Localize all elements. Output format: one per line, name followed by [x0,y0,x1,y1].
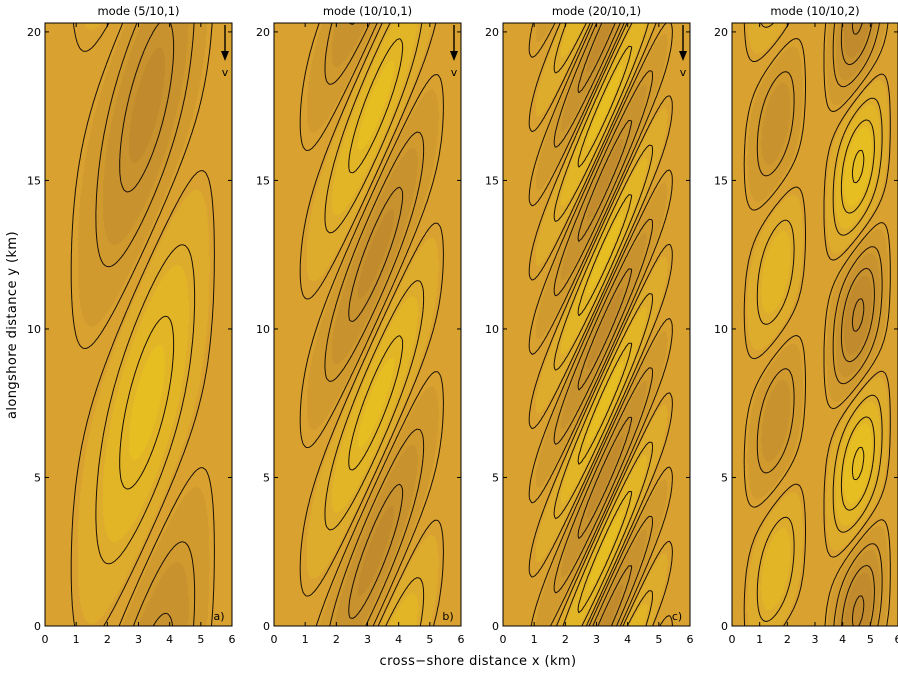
y-tick-label: 5 [492,471,499,484]
panel-title: mode (5/10,1) [97,4,179,18]
contour-positive [119,315,175,490]
y-axis-label: alongshore distance y (km) [5,231,20,419]
x-tick-label: 4 [839,633,846,646]
y-tick-label: 20 [256,26,270,39]
panel-label: b) [442,610,453,623]
panel-label: a) [213,610,224,623]
x-tick-label: 2 [104,633,111,646]
x-tick-label: 2 [333,633,340,646]
x-tick-label: 1 [73,633,80,646]
contour-positive [851,149,865,481]
contour-negative [348,23,404,619]
contour-negative [70,23,215,626]
current-arrowhead [679,51,687,61]
x-tick-label: 4 [624,633,631,646]
contour-positive [528,23,673,626]
y-tick-label: 20 [485,26,499,39]
x-tick-label: 6 [895,633,898,646]
field-fill [732,23,898,626]
y-tick-label: 15 [485,174,499,187]
contour-negative [577,23,633,626]
contour-negative [756,23,883,626]
contour-negative [299,23,444,626]
x-tick-label: 2 [784,633,791,646]
panel-b: 0 1 2 3 4 5 6 0 5 10 15 20 mode (10/10,1) v b) [256,4,465,646]
y-tick-label: 20 [714,26,728,39]
x-tick-label: 0 [271,633,278,646]
y-tick-label: 0 [263,620,270,633]
y-tick-label: 20 [27,26,41,39]
contour-negative [840,23,875,626]
y-tick-label: 15 [27,174,41,187]
contour-positive [70,23,215,626]
x-tick-label: 5 [426,633,433,646]
panel-title: mode (10/10,2) [770,4,859,18]
contour-negative [119,23,175,626]
contour-positive [840,119,875,511]
contour-negative [851,23,865,626]
x-tick-label: 5 [197,633,204,646]
panel-title: mode (10/10,1) [323,4,412,18]
panel-c: 0 1 2 3 4 5 6 0 5 10 15 20 mode (20/10,1) v c) [485,4,694,646]
contour-positive [299,23,444,626]
current-label: v [451,66,458,79]
x-tick-label: 0 [42,633,49,646]
panel-title: mode (20/10,1) [552,4,641,18]
y-tick-label: 0 [34,620,41,633]
x-tick-label: 5 [655,633,662,646]
field-fill [45,23,232,626]
x-tick-label: 0 [500,633,507,646]
field-fill [503,23,690,626]
x-axis-label: cross−shore distance x (km) [380,654,577,669]
contour-positive [756,23,883,622]
panel-a: 0 1 2 3 4 5 6 0 5 10 15 20 mode (5/10,1) v a) [27,4,236,646]
x-tick-label: 3 [593,633,600,646]
y-tick-label: 5 [34,471,41,484]
y-tick-label: 5 [263,471,270,484]
y-tick-label: 0 [721,620,728,633]
panel-label: c) [672,610,682,623]
x-tick-label: 5 [867,633,874,646]
contour-positive [553,23,653,626]
x-tick-label: 2 [562,633,569,646]
current-arrowhead [221,51,229,61]
contour-negative [743,23,891,626]
x-tick-label: 6 [458,633,465,646]
contour-negative [324,23,425,626]
y-tick-label: 10 [27,323,41,336]
y-tick-label: 10 [485,323,499,336]
contour-negative [95,23,196,626]
current-arrowhead [450,51,458,61]
contour-positive [577,45,633,614]
contour-positive [95,244,196,565]
x-tick-label: 1 [531,633,538,646]
x-tick-label: 6 [687,633,694,646]
y-tick-label: 0 [492,620,499,633]
contour-negative [553,23,653,626]
current-label: v [680,66,687,79]
x-tick-label: 3 [812,633,819,646]
contour-positive [324,23,425,626]
x-tick-label: 1 [302,633,309,646]
x-tick-label: 6 [229,633,236,646]
x-tick-label: 3 [364,633,371,646]
x-tick-label: 0 [729,633,736,646]
y-tick-label: 15 [714,174,728,187]
y-tick-label: 5 [721,471,728,484]
x-tick-label: 4 [166,633,173,646]
contour-positive [348,38,404,471]
x-tick-label: 1 [756,633,763,646]
y-tick-label: 15 [256,174,270,187]
y-tick-label: 10 [256,323,270,336]
current-label: v [222,66,229,79]
contour-positive [743,23,891,626]
contour-negative [528,23,673,626]
y-tick-label: 10 [714,323,728,336]
x-tick-label: 4 [395,633,402,646]
x-tick-label: 3 [135,633,142,646]
